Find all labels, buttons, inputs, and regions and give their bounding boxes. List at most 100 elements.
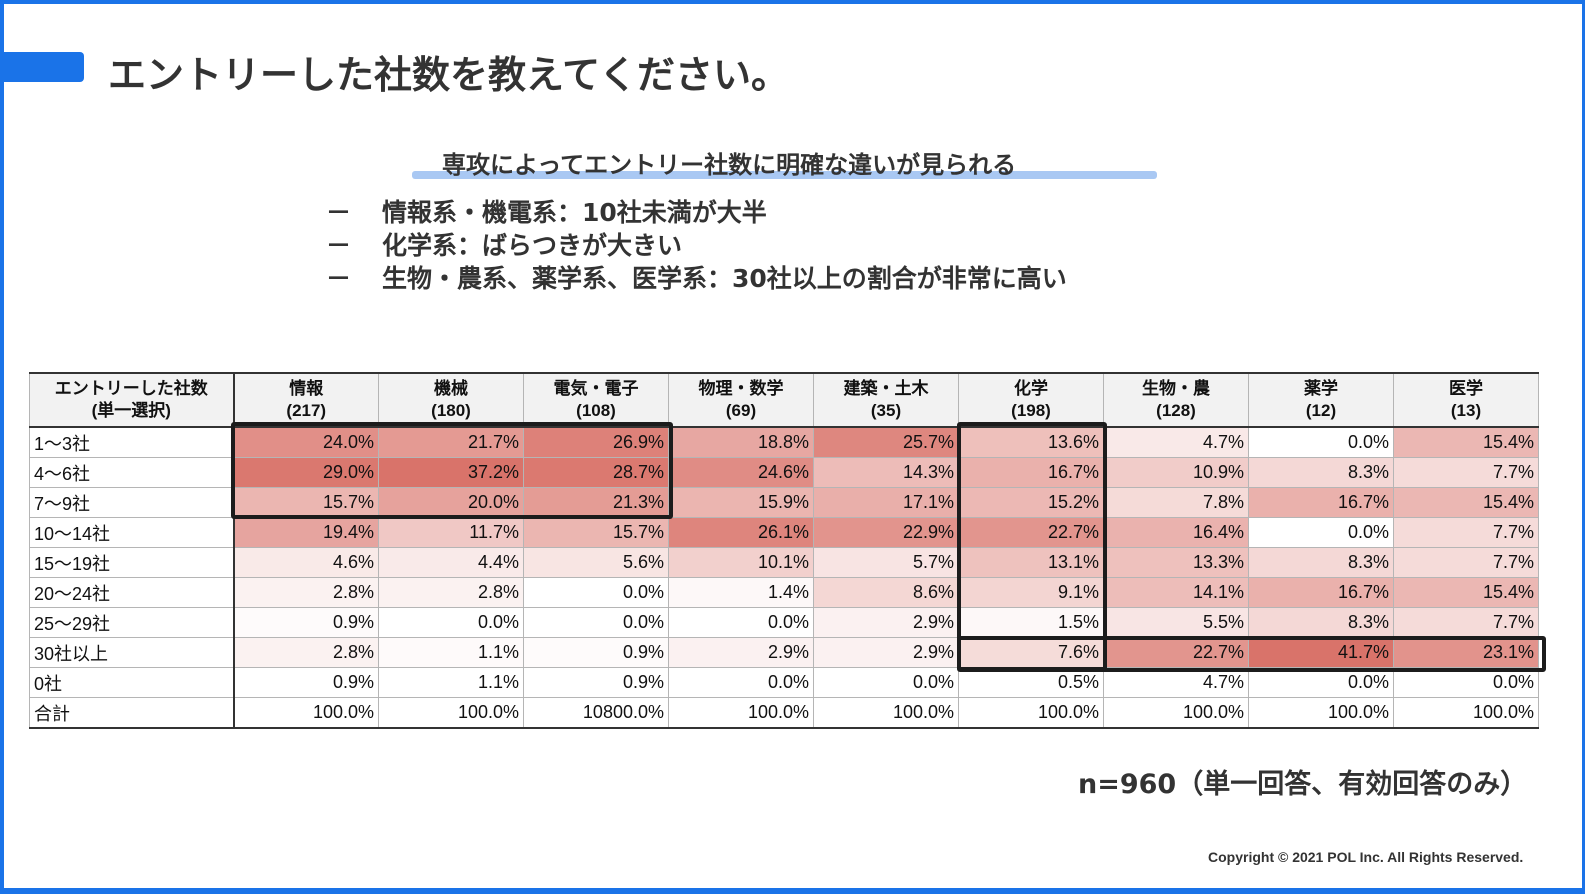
column-header: 情報 (217)	[233, 372, 379, 428]
table-cell: 20.0%	[378, 487, 524, 518]
table-cell: 0.0%	[378, 607, 524, 638]
table-cell: 100.0%	[1393, 697, 1539, 729]
corner-header: エントリーした社数 (単一選択)	[29, 372, 235, 428]
table-cell: 15.7%	[523, 517, 669, 548]
column-name: 情報	[289, 379, 324, 398]
table-cell: 100.0%	[378, 697, 524, 729]
column-header: 薬学 (12)	[1248, 372, 1394, 428]
column-name: 化学	[1014, 379, 1048, 398]
column-header: 化学 (198)	[958, 372, 1104, 428]
column-sample-size: (12)	[1305, 401, 1337, 420]
table-cell: 22.9%	[813, 517, 959, 548]
column-header: 医学 (13)	[1393, 372, 1539, 428]
table-cell: 4.7%	[1103, 667, 1249, 698]
table-cell: 5.7%	[813, 547, 959, 578]
slide-title: エントリーした社数を教えてください。	[108, 53, 789, 97]
table-cell: 24.6%	[668, 457, 814, 488]
bullet-item: － 情報系・機電系：10社未満が大半	[326, 194, 1067, 227]
column-header: 物理・数学 (69)	[668, 372, 814, 428]
table-row: 25〜29社 0.9% 0.0% 0.0% 0.0% 2.9% 1.5% 5.5% 8.3% 7.…	[29, 607, 1539, 638]
table-cell: 1.1%	[378, 667, 524, 698]
table-cell: 16.7%	[1248, 487, 1394, 518]
table-cell: 14.1%	[1103, 577, 1249, 608]
table-cell: 7.8%	[1103, 487, 1249, 518]
table-cell: 0.0%	[668, 607, 814, 638]
table-cell: 13.1%	[958, 547, 1104, 578]
table-cell: 16.4%	[1103, 517, 1249, 548]
title-accent-bar	[4, 52, 84, 82]
table-cell: 29.0%	[233, 457, 379, 488]
table-cell: 2.9%	[813, 607, 959, 638]
table-cell: 28.7%	[523, 457, 669, 488]
table-row: 4〜6社 29.0% 37.2% 28.7% 24.6% 14.3% 16.7% 10.9% 8…	[29, 457, 1539, 488]
table-cell: 0.0%	[1248, 517, 1394, 548]
table-cell: 23.1%	[1393, 637, 1539, 668]
table-cell: 100.0%	[1103, 697, 1249, 729]
headline-underline	[412, 171, 1157, 179]
corner-header-line1: エントリーした社数	[54, 379, 208, 398]
column-sample-size: (128)	[1156, 401, 1196, 420]
table-cell: 10.9%	[1103, 457, 1249, 488]
row-label: 10〜14社	[29, 517, 235, 548]
table-row: 7〜9社 15.7% 20.0% 21.3% 15.9% 17.1% 15.2% 7.8% 16…	[29, 487, 1539, 518]
table-row: 20〜24社 2.8% 2.8% 0.0% 1.4% 8.6% 9.1% 14.1% 16.7%…	[29, 577, 1539, 608]
table-cell: 41.7%	[1248, 637, 1394, 668]
table-cell: 7.6%	[958, 637, 1104, 668]
entry-count-table: エントリーした社数 (単一選択) 情報 (217) 機械 (180) 電気・電子 (108…	[29, 372, 1539, 729]
table-cell: 37.2%	[378, 457, 524, 488]
table-cell: 7.7%	[1393, 517, 1539, 548]
row-label: 30社以上	[29, 637, 235, 668]
column-sample-size: (217)	[286, 401, 327, 420]
column-name: 物理・数学	[698, 379, 784, 398]
table-cell: 14.3%	[813, 457, 959, 488]
column-name: 建築・土木	[843, 379, 929, 398]
table-cell: 18.8%	[668, 426, 814, 458]
table-row: 1〜3社 24.0% 21.7% 26.9% 18.8% 25.7% 13.6% 4.7% 0.…	[29, 426, 1539, 458]
table-cell: 2.9%	[813, 637, 959, 668]
table-cell: 0.0%	[668, 667, 814, 698]
table-cell: 15.4%	[1393, 426, 1539, 458]
table-cell: 100.0%	[233, 697, 379, 729]
row-label: 0社	[29, 667, 235, 698]
column-header: 建築・土木 (35)	[813, 372, 959, 428]
bullet-text: 情報系・機電系：10社未満が大半	[382, 197, 767, 227]
table-cell: 10.1%	[668, 547, 814, 578]
table-cell: 0.0%	[1393, 667, 1539, 698]
table-cell: 15.9%	[668, 487, 814, 518]
table-cell: 0.0%	[813, 667, 959, 698]
table-cell: 100.0%	[958, 697, 1104, 729]
bullet-text: 化学系：ばらつきが大きい	[382, 230, 683, 260]
copyright-text: Copyright © 2021 POL Inc. All Rights Res…	[1208, 849, 1524, 865]
bullet-item: － 化学系：ばらつきが大きい	[326, 227, 1067, 260]
table-cell: 4.4%	[378, 547, 524, 578]
column-header: 電気・電子 (108)	[523, 372, 669, 428]
table-row: 10〜14社 19.4% 11.7% 15.7% 26.1% 22.9% 22.7% 16.4…	[29, 517, 1539, 548]
table-cell: 1.5%	[958, 607, 1104, 638]
table-cell: 100.0%	[813, 697, 959, 729]
column-sample-size: (69)	[725, 401, 757, 420]
table-cell: 2.8%	[378, 577, 524, 608]
table-cell: 0.0%	[1248, 667, 1394, 698]
table-row: 15〜19社 4.6% 4.4% 5.6% 10.1% 5.7% 13.1% 13.3% 8.3…	[29, 547, 1539, 578]
row-label: 15〜19社	[29, 547, 235, 578]
table-cell: 19.4%	[233, 517, 379, 548]
table-cell: 16.7%	[958, 457, 1104, 488]
row-label: 25〜29社	[29, 607, 235, 638]
table-cell: 8.3%	[1248, 607, 1394, 638]
table-cell: 0.9%	[523, 637, 669, 668]
column-name: 薬学	[1304, 379, 1338, 398]
table-cell: 26.1%	[668, 517, 814, 548]
table-cell: 17.1%	[813, 487, 959, 518]
table-cell: 0.9%	[233, 667, 379, 698]
table-cell: 26.9%	[523, 426, 669, 458]
row-label: 4〜6社	[29, 457, 235, 488]
table-header-row: エントリーした社数 (単一選択) 情報 (217) 機械 (180) 電気・電子 (108…	[29, 372, 1539, 428]
column-header: 生物・農 (128)	[1103, 372, 1249, 428]
table-cell: 25.7%	[813, 426, 959, 458]
table-cell: 13.3%	[1103, 547, 1249, 578]
row-label: 7〜9社	[29, 487, 235, 518]
table-cell: 15.4%	[1393, 487, 1539, 518]
table-cell: 11.7%	[378, 517, 524, 548]
table-cell: 15.4%	[1393, 577, 1539, 608]
table-cell: 8.3%	[1248, 457, 1394, 488]
